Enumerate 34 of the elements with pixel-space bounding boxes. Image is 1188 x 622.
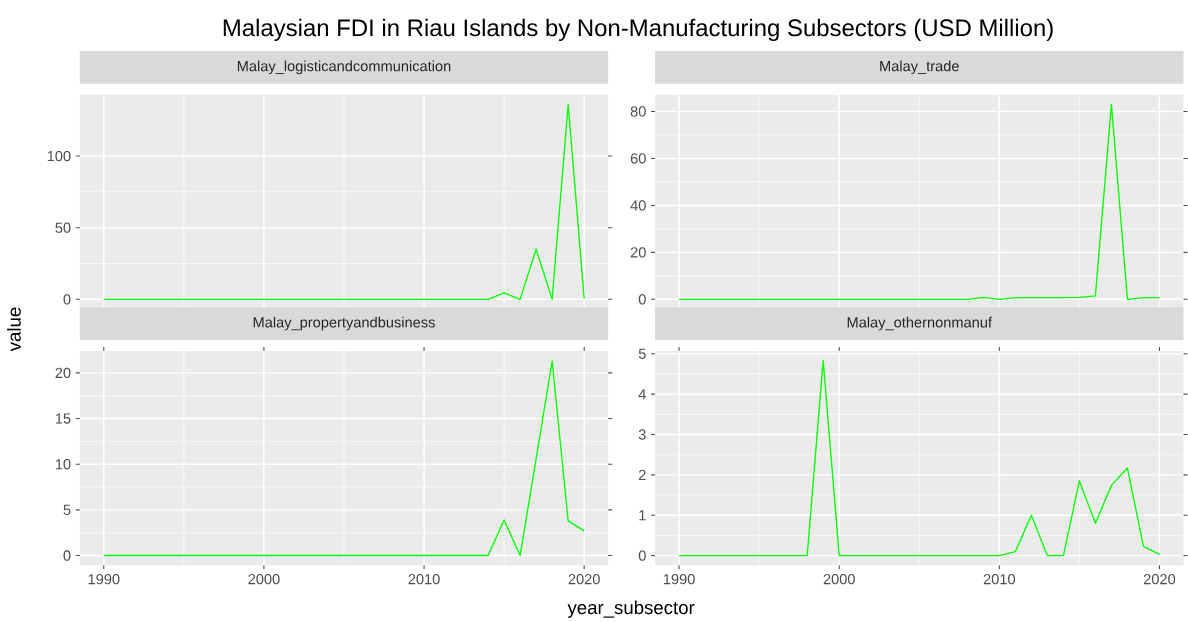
- y-tick-label: 100: [47, 150, 71, 162]
- y-tick-label: 20: [630, 247, 646, 258]
- y-tick-label: 15: [55, 413, 71, 424]
- y-tick-label: 5: [63, 504, 71, 515]
- x-tick-label: 2020: [568, 573, 600, 585]
- chart-subtitle: Malay_propertyandbusiness: [253, 316, 435, 331]
- y-tick-label: 0: [63, 294, 71, 305]
- y-tick-label: 1: [639, 510, 646, 521]
- y-tick-label: 0: [638, 294, 646, 305]
- y-tick-label: 0: [63, 550, 71, 561]
- x-tick-label: 2000: [248, 573, 280, 585]
- chart-subtitle: Malay_trade: [880, 60, 959, 75]
- y-tick-label: 60: [630, 153, 646, 164]
- chart-subtitle: Malay_logisticandcommunication: [237, 60, 451, 75]
- x-tick-label: 2020: [1143, 573, 1176, 585]
- y-tick-label: 2: [638, 469, 646, 480]
- y-tick-label: 80: [630, 106, 646, 117]
- y-tick-label: 4: [638, 388, 646, 400]
- y-tick-label: 20: [55, 367, 71, 378]
- chart-subtitle: Malay_othernonmanuf: [847, 316, 993, 331]
- x-tick-label: 2000: [823, 573, 855, 585]
- chart-title: Malaysian FDI in Riau Islands by Non-Manufacturing Subsectors (USD Million): [223, 18, 1053, 41]
- y-tick-label: 50: [55, 222, 71, 233]
- y-axis-title: value: [7, 307, 21, 352]
- y-tick-label: 10: [55, 458, 71, 470]
- x-tick-label: 2010: [408, 573, 440, 585]
- y-tick-label: 3: [638, 429, 646, 440]
- x-tick-label: 1990: [663, 573, 695, 585]
- y-tick-label: 40: [630, 200, 646, 211]
- x-tick-label: 1990: [88, 573, 120, 585]
- x-axis-title: year_subsector: [567, 600, 695, 618]
- y-tick-label: 5: [638, 348, 646, 359]
- x-tick-label: 2010: [983, 573, 1016, 585]
- y-tick-label: 0: [638, 550, 646, 561]
